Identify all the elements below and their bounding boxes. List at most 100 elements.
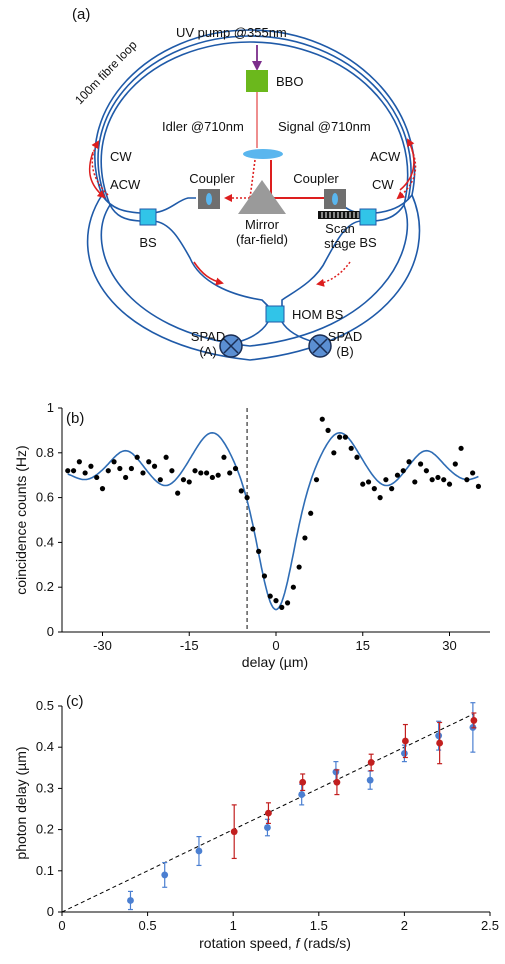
idler-label: Idler @710nm	[162, 119, 244, 134]
panel-c-y-tick-label: 0.1	[36, 863, 54, 878]
panel-c-y-tick-label: 0.5	[36, 698, 54, 713]
panel-b-data-point	[308, 510, 314, 516]
fibre-loop-label: 100m fibre loop	[72, 38, 140, 107]
panel-b-data-point	[151, 463, 158, 469]
coupler-left-label: Coupler	[189, 171, 235, 186]
panel-b-data-point	[429, 477, 435, 483]
panel-c-data-point	[127, 897, 134, 904]
panel-b-data-point	[423, 468, 429, 474]
panel-b-data-point	[146, 459, 152, 465]
panel-c-x-tick-label: 1	[230, 918, 237, 933]
panel-b-data-point	[365, 479, 372, 485]
panel-b-data-point	[261, 573, 268, 579]
panel-b-data-point	[238, 488, 244, 494]
panel-b-data-point	[180, 477, 187, 483]
panel-b-data-point	[157, 477, 163, 483]
cw-right-arrow	[396, 149, 417, 200]
panel-c-data-point	[402, 737, 409, 745]
panel-b-data-point	[435, 474, 441, 481]
panel-b-data-point	[290, 584, 296, 590]
panel-b-x-tick-label: -15	[180, 638, 199, 653]
panel-b-data-point	[65, 468, 71, 474]
bs-left-label: BS	[139, 235, 157, 250]
panel-b-y-tick-label: 0.6	[36, 490, 54, 505]
panel-b-data-point	[256, 548, 262, 554]
panel-b-y-axis-label: coincidence counts (Hz)	[13, 445, 29, 594]
panel-b-data-point	[186, 479, 192, 485]
panel-b-data-point	[128, 465, 135, 472]
panel-b-data-point	[215, 472, 221, 478]
mirror-label-1: Mirror	[245, 217, 280, 232]
panel-c-x-tick-label: 0	[58, 918, 65, 933]
panel-c-data-point	[230, 828, 238, 836]
coupler-right	[324, 189, 346, 209]
panel-c-y-axis-label: photon delay (µm)	[13, 746, 29, 859]
panel-b-x-tick-label: 15	[356, 638, 370, 653]
panel-b-data-point	[313, 477, 320, 483]
panel-b-data-point	[175, 490, 181, 496]
panel-b-data-point	[452, 461, 458, 467]
far-field-mirror	[238, 180, 286, 214]
panel-b-data-point	[94, 474, 100, 481]
panel-b-data-point	[134, 454, 140, 460]
spad-b-label-2: (B)	[336, 344, 353, 359]
panel-c-x-tick-label: 1.5	[310, 918, 328, 933]
panel-b-data-point	[464, 477, 470, 483]
panel-b-data-point	[198, 470, 204, 476]
panel-b-data-point	[163, 454, 169, 460]
panel-b-data-point	[325, 427, 331, 433]
panel-b-data-point	[389, 486, 395, 492]
panel-b-data-point	[354, 454, 360, 460]
panel-c-data-point	[161, 871, 169, 879]
panel-b-data-point	[82, 470, 88, 476]
bs-right-label: BS	[359, 235, 377, 250]
lens	[243, 149, 283, 159]
panel-b-data-point	[302, 535, 308, 541]
panel-b-data-point	[458, 445, 464, 451]
panel-b-data-point	[70, 468, 77, 474]
cw-left-arrow	[91, 140, 109, 196]
cw-left-label: CW	[110, 149, 132, 164]
panel-c-data-point	[333, 778, 341, 786]
panel-b-data-point	[140, 470, 146, 476]
panel-c-x-tick-label: 2.5	[481, 918, 499, 933]
scan-label-1: Scan	[325, 221, 355, 236]
panel-b-data-point	[123, 474, 129, 481]
panel-b-data-point	[371, 486, 377, 492]
panel-b-data-point	[331, 450, 337, 456]
panel-b-x-tick-label: 0	[272, 638, 279, 653]
panel-b-data-point	[244, 495, 250, 501]
spad-b	[308, 334, 332, 358]
panel-b-data-point	[99, 486, 106, 492]
panel-b-data-point	[250, 526, 256, 532]
panel-b-data-point	[406, 459, 412, 465]
panel-b-data-point	[105, 468, 111, 474]
panel-b-data-point	[76, 459, 82, 465]
panel-b-data-point	[296, 564, 302, 570]
panel-c-y-tick-label: 0.3	[36, 780, 54, 795]
panel-b-data-point	[169, 468, 175, 474]
bs-right	[359, 208, 377, 226]
panel-b-data-point	[88, 463, 94, 469]
hom-bs-label: HOM BS	[292, 307, 344, 322]
panel-b-data-point	[470, 470, 476, 476]
panel-b-label: (b)	[66, 410, 84, 427]
panel-b-y-tick-label: 0.8	[36, 445, 54, 460]
acw-left-arrow	[88, 151, 106, 199]
panel-b-data-point	[400, 468, 406, 474]
panel-b-data-point	[284, 600, 291, 606]
panel-c-data-point	[265, 809, 272, 817]
right-path-arrow	[316, 261, 351, 287]
panel-b-data-point	[192, 468, 198, 474]
panel-c-x-tick-label: 2	[401, 918, 408, 933]
panel-b-data-point	[319, 416, 325, 422]
panel-c-chart: (c) 0 0.1 0.2 0.3 0.4 0.5 0 0.5 1 1.5 2 2.5 rotatio…	[13, 693, 499, 951]
panel-b-data-point	[227, 470, 233, 476]
panel-a-label: (a)	[72, 6, 90, 23]
panel-b-data-point	[279, 604, 285, 610]
scan-stage	[318, 211, 362, 219]
panel-c-data-point	[367, 759, 375, 766]
coupler-right-label: Coupler	[293, 171, 339, 186]
panel-b-data-point	[209, 474, 215, 481]
hom-bs	[265, 305, 285, 323]
